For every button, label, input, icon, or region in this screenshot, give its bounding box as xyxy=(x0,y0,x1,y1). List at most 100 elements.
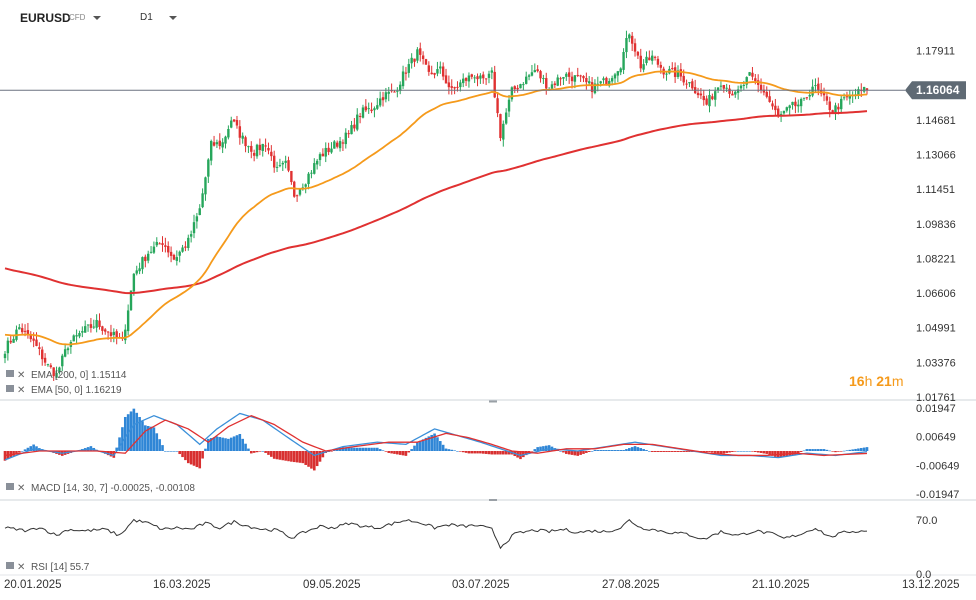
candle-body xyxy=(424,59,428,65)
candle-body xyxy=(370,109,373,112)
symbol-label[interactable]: EURUSD xyxy=(20,11,71,25)
macd-histogram-bar xyxy=(479,451,482,454)
macd-histogram-bar xyxy=(633,446,637,451)
candle-body xyxy=(18,327,21,330)
macd-histogram-bar xyxy=(261,451,265,452)
macd-histogram-bar xyxy=(192,451,196,466)
x-axis-tick-label: 03.07.2025 xyxy=(452,579,510,591)
macd-histogram-bar xyxy=(774,451,777,457)
macd-histogram-bar xyxy=(522,451,525,458)
candle-body xyxy=(596,83,600,85)
candle-body xyxy=(132,273,136,292)
candle-body xyxy=(745,77,748,85)
macd-histogram-bar xyxy=(413,445,416,451)
macd-histogram-bar xyxy=(799,451,803,452)
candle-body xyxy=(799,99,803,107)
candle-body xyxy=(453,87,456,89)
candle-body xyxy=(35,339,38,346)
candle-body xyxy=(350,125,353,135)
candle-body xyxy=(227,129,230,138)
candle-body xyxy=(201,193,204,208)
macd-histogram-bar xyxy=(353,447,356,451)
candle-body xyxy=(719,85,723,87)
macd-histogram-bar xyxy=(132,408,136,451)
candle-body xyxy=(327,147,330,153)
candle-body xyxy=(78,333,81,337)
price-axis-tick-label: 1.01761 xyxy=(916,392,956,404)
timeframe-dropdown-chevron-icon[interactable] xyxy=(169,16,177,20)
candle-body xyxy=(29,334,32,340)
candle-body xyxy=(81,331,84,333)
macd-histogram-bar xyxy=(312,451,316,471)
candle-countdown: 16h 21m xyxy=(849,373,904,389)
macd-histogram-bar xyxy=(596,450,600,451)
macd-histogram-bar xyxy=(656,451,660,452)
macd-histogram-bar xyxy=(186,451,190,464)
candle-body xyxy=(344,132,347,145)
candle-body xyxy=(522,84,525,86)
candle-body xyxy=(530,72,534,76)
macd-histogram-bar xyxy=(567,451,571,455)
macd-histogram-bar xyxy=(15,451,18,455)
candle-body xyxy=(645,56,648,64)
candle-body xyxy=(158,243,161,245)
x-axis-tick-label: 20.01.2025 xyxy=(4,579,62,591)
rsi-legend-label: RSI [14] 55.7 xyxy=(31,562,90,573)
candle-body xyxy=(573,75,577,82)
candle-body xyxy=(742,84,746,86)
candle-body xyxy=(550,84,554,89)
macd-histogram-bar xyxy=(384,451,388,452)
macd-histogram-bar xyxy=(742,451,746,452)
candle-body xyxy=(419,48,422,55)
macd-histogram-bar xyxy=(642,449,645,451)
macd-histogram-bar xyxy=(536,447,539,451)
macd-histogram-bar xyxy=(507,451,511,455)
price-axis-tick-label: 1.08221 xyxy=(916,253,956,265)
candle-body xyxy=(272,155,276,168)
macd-histogram-bar xyxy=(393,451,396,454)
candle-body xyxy=(648,57,651,61)
close-icon: ✕ xyxy=(17,370,25,381)
macd-axis-tick-label: -0.01947 xyxy=(916,489,959,501)
candle-body xyxy=(146,253,150,261)
candle-body xyxy=(619,68,622,73)
price-axis-tick-label: 1.11451 xyxy=(916,184,955,196)
candle-body xyxy=(49,365,53,368)
macd-histogram-bar xyxy=(123,416,127,451)
candle-body xyxy=(167,246,170,253)
candle-body xyxy=(187,237,190,248)
macd-histogram-bar xyxy=(719,451,723,454)
x-axis-tick-label: 09.05.2025 xyxy=(303,579,361,591)
candle-body xyxy=(602,78,605,81)
x-axis-tick-label: 13.12.2025 xyxy=(902,579,960,591)
macd-histogram-bar xyxy=(484,451,488,454)
candle-body xyxy=(347,133,350,135)
candle-body xyxy=(144,256,147,262)
visibility-eye-icon xyxy=(6,385,14,392)
macd-histogram-bar xyxy=(32,444,35,451)
timeframe-label[interactable]: D1 xyxy=(140,12,153,23)
close-icon: ✕ xyxy=(17,385,25,396)
macd-histogram-bar xyxy=(585,451,588,453)
x-axis-tick-label: 16.03.2025 xyxy=(153,579,211,591)
macd-histogram-bar xyxy=(235,435,239,451)
candle-body xyxy=(212,142,216,146)
candle-body xyxy=(184,246,187,248)
candle-body xyxy=(470,74,473,77)
macd-histogram-bar xyxy=(390,451,393,454)
candle-body xyxy=(115,331,118,338)
macd-histogram-bar xyxy=(370,447,373,451)
symbol-dropdown-chevron-icon[interactable] xyxy=(93,16,101,20)
macd-histogram-bar xyxy=(490,451,494,455)
candle-body xyxy=(567,72,571,77)
macd-histogram-bar xyxy=(401,451,405,456)
candle-body xyxy=(313,163,316,174)
macd-histogram-bar xyxy=(731,451,734,452)
macd-histogram-bar xyxy=(441,444,445,451)
visibility-eye-icon xyxy=(6,562,14,569)
macd-histogram-bar xyxy=(404,451,408,456)
candle-body xyxy=(149,251,153,253)
macd-histogram-bar xyxy=(665,451,668,452)
